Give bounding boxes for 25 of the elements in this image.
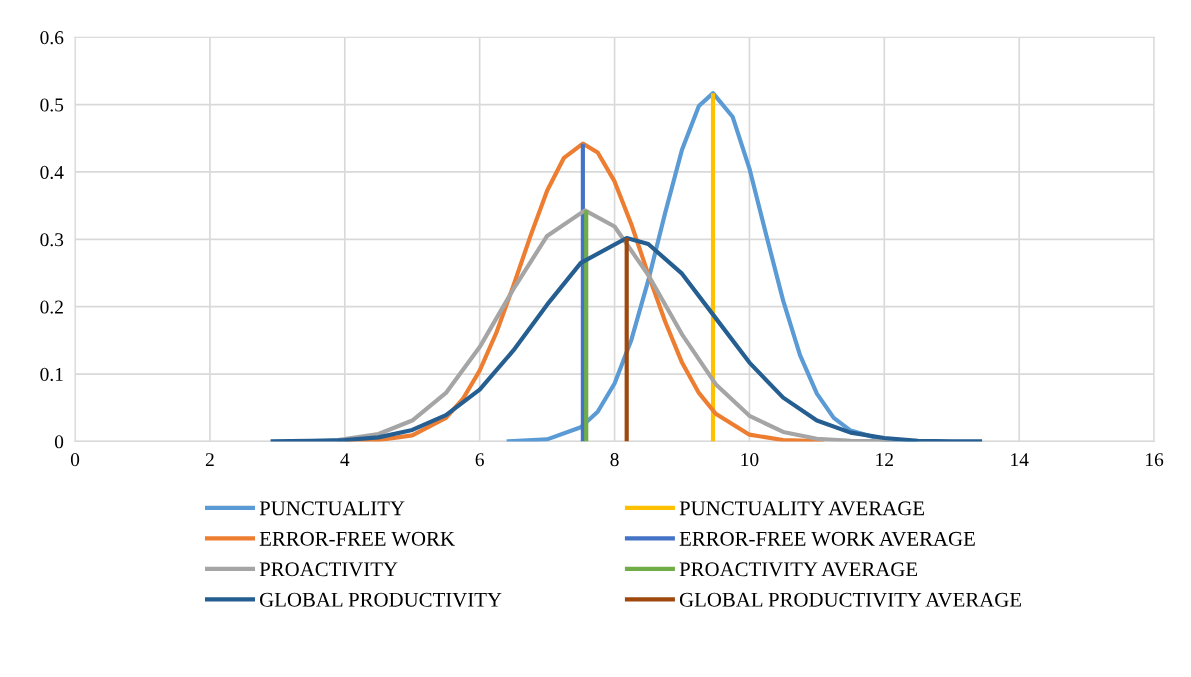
line-series — [268, 235, 985, 442]
y-tick-label: 0.5 — [40, 98, 64, 112]
legend-label: ERROR-FREE WORK — [259, 531, 455, 546]
legend-label: PUNCTUALITY — [259, 501, 405, 516]
legend-label: PROACTIVITY AVERAGE — [679, 562, 918, 577]
legend-label: ERROR-FREE WORK AVERAGE — [679, 531, 975, 546]
x-tick-label: 14 — [1011, 453, 1029, 467]
x-tick-label: 12 — [876, 453, 893, 467]
x-tick-label: 16 — [1146, 453, 1164, 467]
x-tick-label: 8 — [610, 453, 619, 467]
x-tick-label: 4 — [340, 453, 350, 467]
x-tick-label: 10 — [741, 453, 759, 467]
x-tick-label: 2 — [205, 453, 214, 467]
x-tick-label: 0 — [70, 453, 80, 467]
y-tick-label: 0.1 — [40, 367, 63, 382]
y-tick-label: 0.2 — [40, 300, 63, 314]
legend-label: PROACTIVITY — [259, 562, 398, 577]
y-tick-label: 0.3 — [40, 233, 64, 247]
y-tick-label: 0.4 — [40, 165, 64, 179]
legend-label: PUNCTUALITY AVERAGE — [679, 501, 924, 516]
legend-label: GLOBAL PRODUCTIVITY AVERAGE — [679, 592, 1022, 607]
y-tick-label: 0 — [54, 435, 64, 449]
legend-label: GLOBAL PRODUCTIVITY — [260, 592, 502, 607]
y-tick-label: 0.6 — [40, 31, 64, 45]
x-tick-label: 6 — [475, 453, 484, 467]
